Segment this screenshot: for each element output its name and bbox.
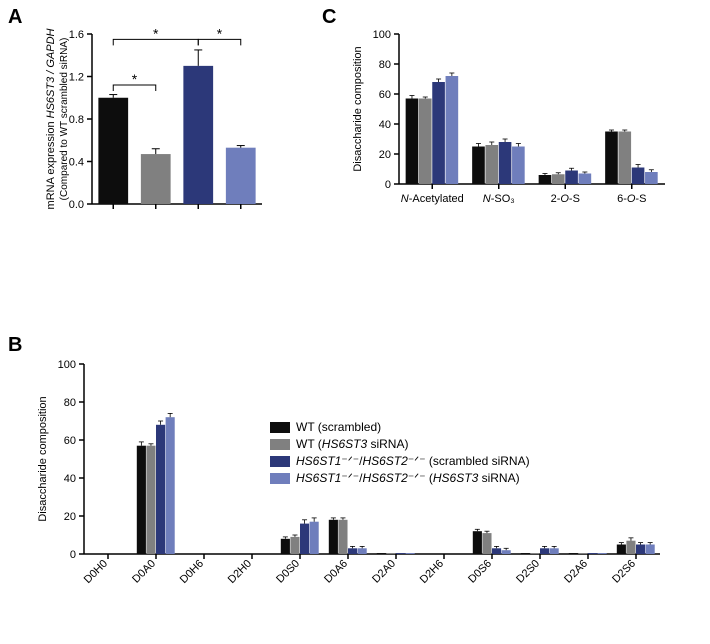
- svg-text:D2H0: D2H0: [226, 558, 254, 586]
- svg-text:40: 40: [64, 473, 76, 485]
- svg-text:2-O-S: 2-O-S: [551, 193, 580, 205]
- svg-text:N-Acetylated: N-Acetylated: [401, 193, 464, 205]
- svg-text:100: 100: [58, 359, 76, 371]
- chart-a: 0.0 0.4 0.8 1.2 1.6 mRNA expression HS6ST3 / …: [30, 28, 290, 238]
- legend-swatch-0: [270, 422, 290, 433]
- legend-swatch-3: [270, 473, 290, 484]
- svg-text:1.2: 1.2: [69, 72, 84, 84]
- svg-text:0.4: 0.4: [69, 157, 84, 169]
- svg-text:D0H6: D0H6: [178, 558, 206, 586]
- chart-b: 0 20 40 60 80 100 Disaccharide composition D0H0…: [30, 358, 690, 638]
- svg-text:D2S6: D2S6: [610, 558, 638, 586]
- svg-text:20: 20: [64, 511, 76, 523]
- svg-text:N-SO₃: N-SO₃: [483, 193, 515, 205]
- svg-text:*: *: [153, 28, 159, 41]
- svg-text:80: 80: [379, 59, 391, 71]
- panel-b-label: B: [8, 334, 22, 357]
- legend-item-0: WT (scrambled): [270, 420, 530, 434]
- svg-text:D0A0: D0A0: [130, 558, 158, 586]
- legend-label-3: HS6ST1⁻ᐟ⁻/HS6ST2⁻ᐟ⁻ (HS6ST3 siRNA): [296, 471, 520, 485]
- legend-item-1: WT (HS6ST3 siRNA): [270, 437, 530, 451]
- svg-text:D0H0: D0H0: [82, 558, 110, 586]
- panel-a-label: A: [8, 6, 22, 29]
- legend-label-1: WT (HS6ST3 siRNA): [296, 437, 408, 451]
- svg-text:D0A6: D0A6: [322, 558, 350, 586]
- svg-text:D2S0: D2S0: [514, 558, 542, 586]
- svg-text:(Compared to WT scrambled siRN: (Compared to WT scrambled siRNA): [59, 38, 70, 201]
- svg-text:0.8: 0.8: [69, 114, 84, 126]
- svg-text:D2A6: D2A6: [562, 558, 590, 586]
- svg-text:40: 40: [379, 119, 391, 131]
- svg-text:100: 100: [373, 29, 391, 41]
- legend-swatch-2: [270, 456, 290, 467]
- svg-text:20: 20: [379, 149, 391, 161]
- svg-text:0.0: 0.0: [69, 199, 84, 211]
- svg-text:D0S0: D0S0: [274, 558, 302, 586]
- svg-text:D2H6: D2H6: [418, 558, 446, 586]
- svg-text:0: 0: [70, 549, 76, 561]
- legend-label-0: WT (scrambled): [296, 420, 381, 434]
- svg-text:6-O-S: 6-O-S: [617, 193, 646, 205]
- legend-item-2: HS6ST1⁻ᐟ⁻/HS6ST2⁻ᐟ⁻ (scrambled siRNA): [270, 454, 530, 468]
- svg-text:D0S6: D0S6: [466, 558, 494, 586]
- legend-swatch-1: [270, 439, 290, 450]
- svg-text:1.6: 1.6: [69, 29, 84, 41]
- legend-label-2: HS6ST1⁻ᐟ⁻/HS6ST2⁻ᐟ⁻ (scrambled siRNA): [296, 454, 530, 468]
- svg-text:Disaccharide composition: Disaccharide composition: [352, 46, 364, 171]
- svg-text:*: *: [132, 71, 138, 87]
- svg-text:Disaccharide composition: Disaccharide composition: [37, 396, 49, 521]
- svg-text:mRNA expression HS6ST3 / GAPDH: mRNA expression HS6ST3 / GAPDH: [45, 28, 57, 209]
- svg-text:0: 0: [385, 179, 391, 191]
- legend-item-3: HS6ST1⁻ᐟ⁻/HS6ST2⁻ᐟ⁻ (HS6ST3 siRNA): [270, 471, 530, 485]
- svg-text:D2A0: D2A0: [370, 558, 398, 586]
- svg-text:*: *: [217, 28, 223, 41]
- svg-text:80: 80: [64, 397, 76, 409]
- svg-text:60: 60: [379, 89, 391, 101]
- chart-c: 0 20 40 60 80 100 Disaccharide composition N-Ac…: [345, 28, 695, 238]
- chart-legend: WT (scrambled) WT (HS6ST3 siRNA) HS6ST1⁻…: [270, 420, 530, 488]
- panel-c-label: C: [322, 6, 336, 29]
- svg-text:60: 60: [64, 435, 76, 447]
